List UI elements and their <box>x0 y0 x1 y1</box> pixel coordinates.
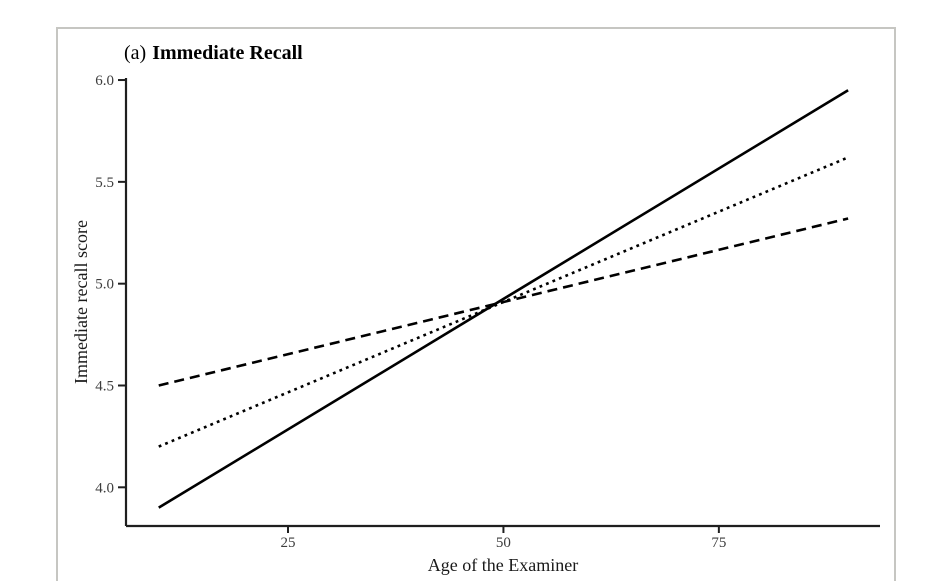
y-tick-label: 6.0 <box>95 73 114 89</box>
y-axis-title: Immediate recall score <box>71 220 91 384</box>
series-dashed-line <box>158 217 849 387</box>
x-axis-title: Age of the Examiner <box>428 555 578 575</box>
y-tick-label: 4.5 <box>95 378 114 394</box>
x-tick-label: 50 <box>496 535 511 551</box>
x-tick-label: 75 <box>711 535 726 551</box>
chart-title-panel-label: (a) <box>124 42 147 64</box>
series-solid-line <box>158 89 849 509</box>
x-tick-label: 25 <box>281 535 296 551</box>
y-tick-label: 4.0 <box>95 480 114 496</box>
chart-title-text: Immediate Recall <box>152 42 303 64</box>
figure-frame <box>56 27 896 581</box>
y-tick-label: 5.0 <box>95 277 114 293</box>
y-tick-label: 5.5 <box>95 175 114 191</box>
chart-title: (a) Immediate Recall <box>124 42 303 65</box>
